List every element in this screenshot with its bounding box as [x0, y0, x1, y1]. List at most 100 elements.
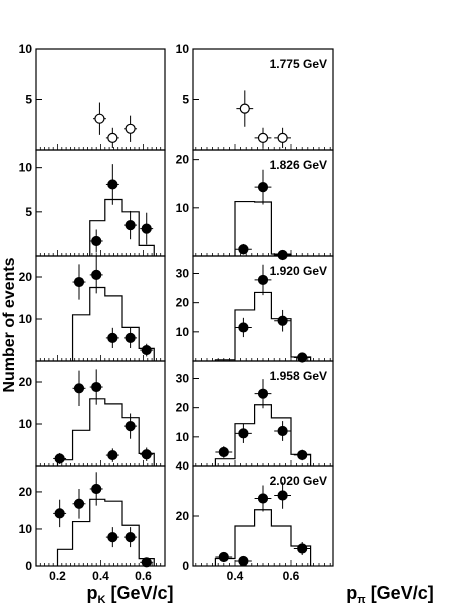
y-tick-label: 10 — [19, 522, 33, 536]
histogram-outline — [71, 286, 155, 361]
y-tick-label: 20 — [19, 270, 33, 284]
x-axis-label-left-subscript: K — [98, 594, 106, 605]
y-tick-label: 20 — [176, 296, 190, 310]
data-point-open — [239, 103, 250, 114]
data-point — [125, 421, 136, 432]
data-point — [277, 249, 288, 261]
y-tick-label: 5 — [182, 93, 189, 107]
data-point — [238, 322, 249, 333]
data-point-open — [94, 113, 105, 124]
x-axis-label-left-symbol: p — [87, 583, 98, 603]
y-tick-label: 20 — [176, 153, 190, 167]
data-point — [277, 490, 288, 501]
histogram-outline — [214, 509, 312, 566]
y-tick-label: 30 — [176, 267, 190, 281]
y-tick-label: 10 — [176, 201, 190, 215]
y-tick-label: 10 — [176, 325, 190, 339]
y-tick-label: 10 — [19, 42, 33, 56]
y-tick-label: 10 — [176, 430, 190, 444]
data-point — [54, 453, 65, 464]
data-point — [297, 543, 308, 554]
data-point — [218, 446, 229, 458]
data-point — [297, 449, 308, 461]
histogram-outline — [214, 404, 312, 466]
y-tick-label: 0 — [25, 559, 32, 573]
data-point — [277, 425, 288, 437]
panels-group: 5 10 5 10 1.775 GeV 5 10 10 20 1.826 GeV 10 20 10 20 3… — [19, 42, 334, 583]
panel-row4-left: 10 20 — [19, 360, 166, 467]
y-tick-label: 0 — [182, 559, 189, 573]
data-point-open — [257, 132, 269, 143]
data-point-open — [125, 123, 136, 134]
data-point — [257, 182, 269, 193]
y-axis-label: Number of events — [1, 257, 18, 392]
data-point — [125, 219, 136, 231]
data-point — [297, 352, 308, 363]
histogram-outline — [56, 398, 155, 466]
x-axis-label-right-symbol: p — [346, 583, 357, 603]
panel-row3-left: 10 20 — [19, 255, 166, 362]
panel-row5-right: 0 20 40 0.4 0.6 2.020 GeV — [176, 459, 334, 583]
x-axis-label-right: pπ [GeV/c] — [346, 583, 433, 605]
panel-row3-right: 10 20 30 1.920 GeV — [176, 255, 334, 363]
data-point — [91, 381, 102, 393]
y-tick-label: 10 — [19, 312, 33, 326]
data-point — [125, 332, 136, 343]
data-point — [141, 557, 152, 568]
data-point — [141, 344, 152, 356]
data-point — [141, 449, 152, 460]
y-tick-label: 20 — [19, 375, 33, 389]
data-point — [73, 276, 85, 288]
histogram-outline — [56, 498, 155, 566]
y-tick-label: 10 — [19, 161, 33, 175]
energy-label: 1.826 GeV — [270, 158, 327, 172]
data-point — [107, 449, 118, 461]
panel-row1-right: 5 10 1.775 GeV — [176, 42, 334, 151]
y-tick-label: 5 — [25, 205, 32, 219]
y-tick-label: 10 — [19, 417, 33, 431]
y-tick-label: 40 — [176, 459, 190, 473]
data-point-open — [277, 132, 288, 143]
panel-row1-left: 5 10 — [19, 42, 166, 151]
y-tick-label: 10 — [176, 42, 190, 56]
data-point — [125, 532, 136, 543]
panel-row2-left: 5 10 — [19, 149, 166, 257]
panel-row2-right: 10 20 1.826 GeV — [176, 149, 334, 261]
energy-label: 1.775 GeV — [270, 57, 327, 71]
data-point — [257, 274, 269, 286]
x-tick-label: 0.4 — [92, 569, 109, 583]
data-point — [141, 223, 152, 234]
x-tick-label: 0.4 — [227, 569, 244, 583]
data-point — [257, 388, 269, 399]
x-tick-label: 0.2 — [49, 569, 66, 583]
x-tick-label: 0.6 — [135, 569, 152, 583]
histogram-outline — [89, 198, 155, 256]
data-point — [91, 235, 102, 247]
energy-label: 2.020 GeV — [270, 474, 327, 488]
energy-label: 1.920 GeV — [270, 264, 327, 278]
panel-row4-right: 10 20 30 1.958 GeV — [176, 360, 334, 467]
x-axis-label-left: pK [GeV/c] — [87, 583, 174, 605]
data-point — [238, 428, 249, 439]
panel-row5-left: 0 10 20 0.2 0.4 0.6 — [19, 465, 166, 583]
data-point — [91, 483, 102, 495]
data-point — [277, 315, 288, 326]
data-point — [91, 269, 102, 280]
x-tick-label: 0.6 — [283, 569, 300, 583]
y-tick-label: 5 — [25, 93, 32, 107]
panel-frame — [35, 48, 166, 151]
data-point — [238, 244, 249, 255]
data-point — [73, 383, 85, 394]
data-point — [54, 508, 65, 519]
data-point — [107, 332, 118, 343]
data-point — [238, 555, 249, 567]
y-tick-label: 30 — [176, 372, 190, 386]
data-point — [218, 551, 229, 563]
data-point — [107, 179, 118, 190]
data-point — [73, 498, 85, 509]
data-point-open — [107, 132, 118, 143]
y-tick-label: 20 — [19, 485, 33, 499]
data-point — [257, 493, 269, 504]
x-axis-label-right-unit: [GeV/c] — [366, 583, 434, 603]
